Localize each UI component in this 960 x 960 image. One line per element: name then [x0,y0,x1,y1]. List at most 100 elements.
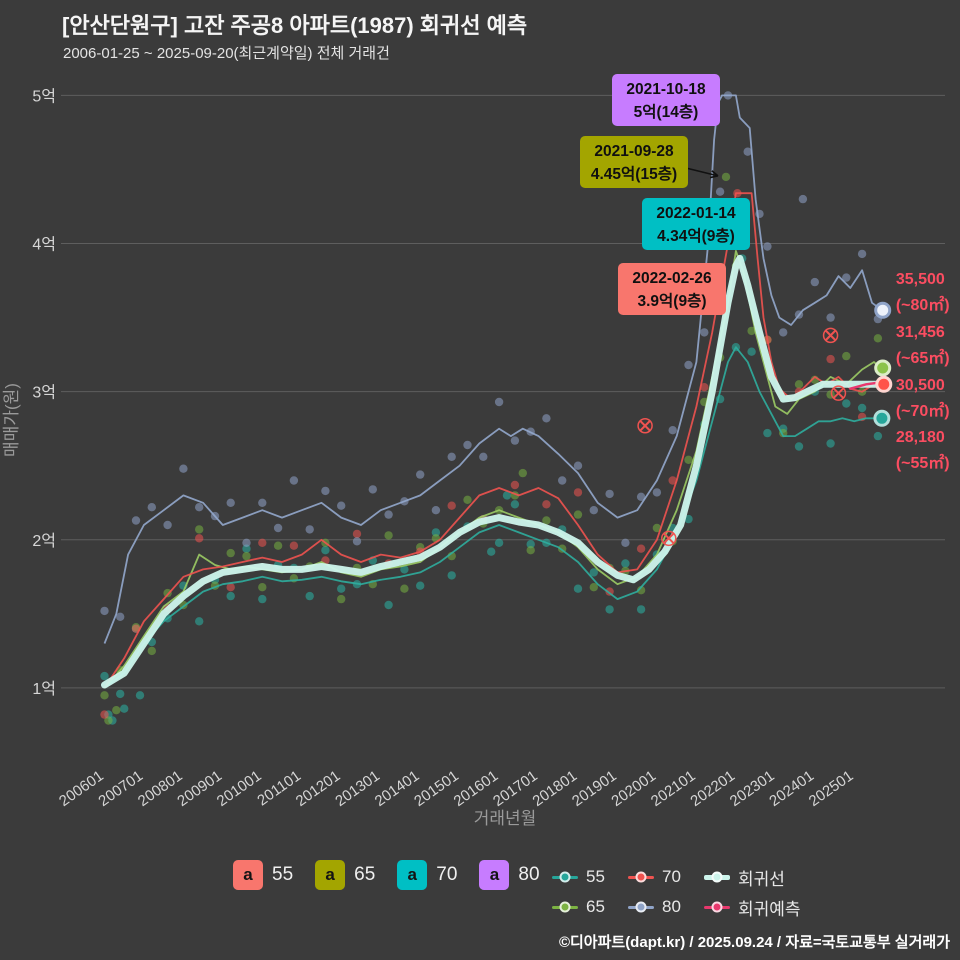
point-65 [100,691,109,700]
legend-type-55[interactable]: a 55 [233,860,293,890]
legend-series-55[interactable]: 55 [552,867,628,887]
annotation-price: 5억(14층) [634,102,699,121]
series-dot-55 [559,871,571,883]
series-label-65: 65 [586,897,605,916]
point-55 [494,538,504,547]
point-70 [226,583,235,592]
forecast-value: 28,180 [896,429,945,446]
annotation-arrow [685,167,719,177]
point-80 [179,464,188,473]
point-80 [542,414,551,423]
point-55 [226,591,235,601]
point-55 [195,617,204,626]
point-80 [573,461,583,470]
point-80 [242,538,251,547]
point-70 [636,544,646,553]
x-tick-label: 202201 [687,767,738,810]
annotation-2022-01-14: 2022-01-14 4.34억(9층) [642,198,750,250]
legend-type-80[interactable]: a 80 [479,860,540,890]
x-tick-label: 200801 [135,767,186,810]
point-65 [400,584,409,593]
point-65 [526,546,535,555]
point-65 [873,334,883,343]
x-tick-label: 201801 [530,767,581,810]
page-title: [안산단원구] 고잔 주공8 아파트(1987) 회귀선 예측 [62,13,528,38]
type-swatch-65: a [315,860,346,890]
point-65 [242,551,251,561]
legend-type-65[interactable]: a 65 [315,860,375,890]
x-tick-label: 202001 [608,767,659,810]
point-55 [337,584,346,593]
point-55 [636,605,646,614]
point-80 [431,506,441,515]
point-80 [100,606,109,616]
outlier-marker-70 [822,327,839,344]
point-55 [487,547,496,556]
x-tick-label: 201901 [569,767,620,810]
point-70 [668,476,677,485]
point-55 [120,704,129,713]
point-80 [652,488,662,497]
point-80 [305,525,314,534]
line-80 [103,94,883,644]
legend-type-70[interactable]: a 70 [397,860,457,890]
annotation-2021-09-28: 2021-09-28 4.45억(15층) [580,136,719,188]
legend-series-70[interactable]: 70 [628,867,704,887]
point-80 [826,313,835,322]
point-55 [794,442,804,451]
point-70 [700,383,709,392]
x-tick-label: 201401 [372,767,423,810]
legend-series-forecast[interactable]: 회귀예측 [704,895,854,920]
annotation-date: 2022-02-26 [632,270,712,287]
legend-series-80[interactable]: 80 [628,897,704,917]
point-55 [621,559,630,568]
point-80 [510,436,520,445]
point-70 [573,488,583,497]
y-axis-tick-labels: 1억 2억 3억 4억 5억 [32,87,56,698]
point-80 [621,538,630,547]
point-80 [337,501,346,510]
point-55 [873,431,883,441]
point-65 [652,523,662,533]
legend-series-regression[interactable]: 회귀선 [704,865,854,890]
price-chart[interactable]: 1억 2억 3억 4억 5억 20060120070120080120090120100… [0,0,960,845]
point-70 [289,541,299,550]
point-65 [195,525,204,534]
point-80 [700,328,709,337]
x-tick-label: 200701 [95,767,146,810]
point-55 [526,540,535,549]
annotation-date: 2021-09-28 [594,143,674,160]
point-80 [798,194,808,204]
annotation-price: 4.45억(15층) [591,164,677,183]
annotation-2021-10-18: 2021-10-18 5억(14층) [612,74,720,126]
point-80 [842,273,851,282]
point-80 [289,476,299,485]
price-callout-annotations: 2021-10-185억(14층)2021-09-284.45억(15층)202… [580,74,750,315]
series-dot-80 [635,901,647,913]
point-80 [605,489,614,499]
point-55 [502,491,512,500]
point-80 [479,452,488,461]
type-label-70: 70 [436,864,458,885]
point-65 [518,468,527,478]
point-80 [684,360,693,370]
annotation-box [642,198,750,250]
point-55 [826,439,835,448]
point-65 [589,583,598,592]
point-65 [794,380,804,389]
series-dot-65 [559,901,571,913]
y-tick-label: 5억 [32,87,56,105]
legend-series-65[interactable]: 65 [552,897,628,917]
source-credit: ©디아파트(dapt.kr) / 2025.09.24 / 자료=국토교통부 실… [558,934,950,951]
point-55 [842,399,851,408]
type-swatch-55: a [233,860,263,890]
annotation-date: 2021-10-18 [626,81,706,98]
x-tick-label: 200901 [174,767,225,810]
point-80 [779,328,788,337]
point-70 [258,538,267,547]
series-label-80: 80 [662,897,681,916]
x-axis-tick-labels: 2006012007012008012009012010012011012012… [56,767,856,810]
forecast-size: (~55㎡) [896,453,950,472]
point-65 [573,510,583,519]
